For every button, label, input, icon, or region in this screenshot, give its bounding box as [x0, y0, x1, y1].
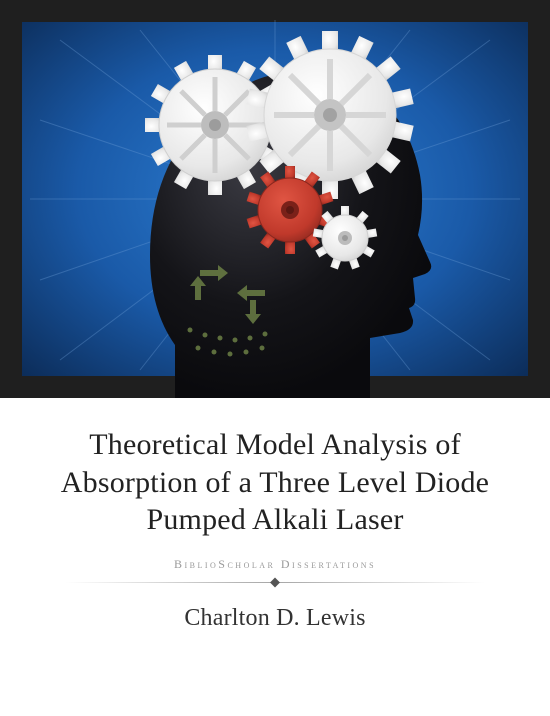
artwork-svg [0, 0, 550, 398]
cover-artwork [0, 0, 550, 398]
diamond-icon [270, 577, 280, 587]
author-name: Charlton D. Lewis [184, 605, 365, 632]
series-subtitle: BiblioScholar Dissertations [174, 557, 376, 572]
divider-ornament [65, 582, 485, 583]
book-title: Theoretical Model Analysis of Absorption… [40, 426, 510, 539]
text-block: Theoretical Model Analysis of Absorption… [0, 398, 550, 716]
book-cover: Theoretical Model Analysis of Absorption… [0, 0, 550, 716]
